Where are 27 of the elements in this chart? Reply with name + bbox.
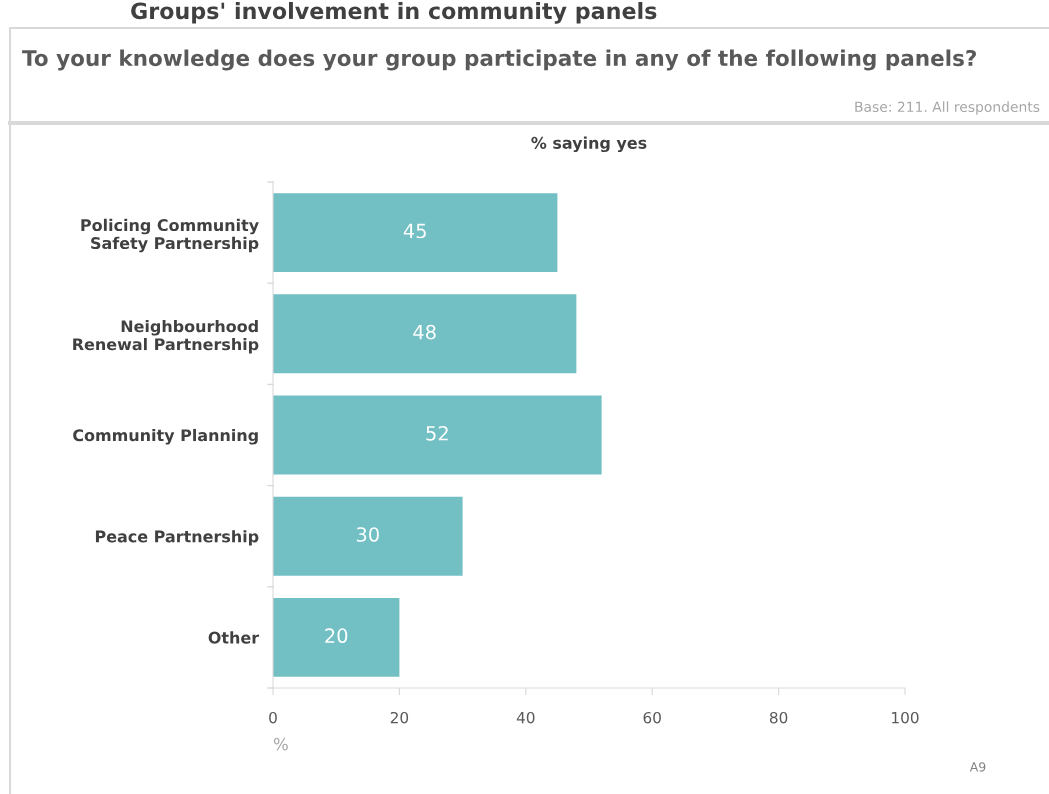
x-tick-label: 80 <box>769 711 788 724</box>
bar <box>273 193 558 273</box>
x-axis-title: % <box>273 737 288 751</box>
data-label: 20 <box>325 628 348 644</box>
x-tick-label: 0 <box>269 711 277 724</box>
bar <box>273 597 400 677</box>
text: Base: 211. All respondents <box>855 101 1040 115</box>
y-tick-label: Policing Community Safety Partnership <box>81 218 259 253</box>
x-tick-label: 60 <box>643 711 661 724</box>
bar <box>273 294 577 374</box>
x-tick-label: 20 <box>390 711 409 724</box>
y-tick-label: Neighbourhood Renewal Partnership <box>73 319 259 354</box>
bar <box>273 496 463 576</box>
y-tick-label: Community Planning <box>73 428 258 445</box>
data-label: 52 <box>426 425 448 441</box>
y-tick-label: Other <box>208 631 260 644</box>
x-tick-label: 100 <box>892 711 919 724</box>
data-label: 45 <box>403 223 426 239</box>
text: A9 <box>969 762 986 772</box>
bar <box>273 395 602 475</box>
data-label: 48 <box>413 324 436 340</box>
text: Groups' involvement in community panels <box>131 2 657 24</box>
chart-title: To your knowledge does your group participate in any of the following panels? <box>22 49 976 71</box>
data-label: 30 <box>356 527 379 542</box>
chart-subtitle: % saying yes <box>531 136 647 153</box>
x-tick-label: 40 <box>516 711 535 724</box>
y-tick-label: Peace Partnership <box>95 530 259 546</box>
